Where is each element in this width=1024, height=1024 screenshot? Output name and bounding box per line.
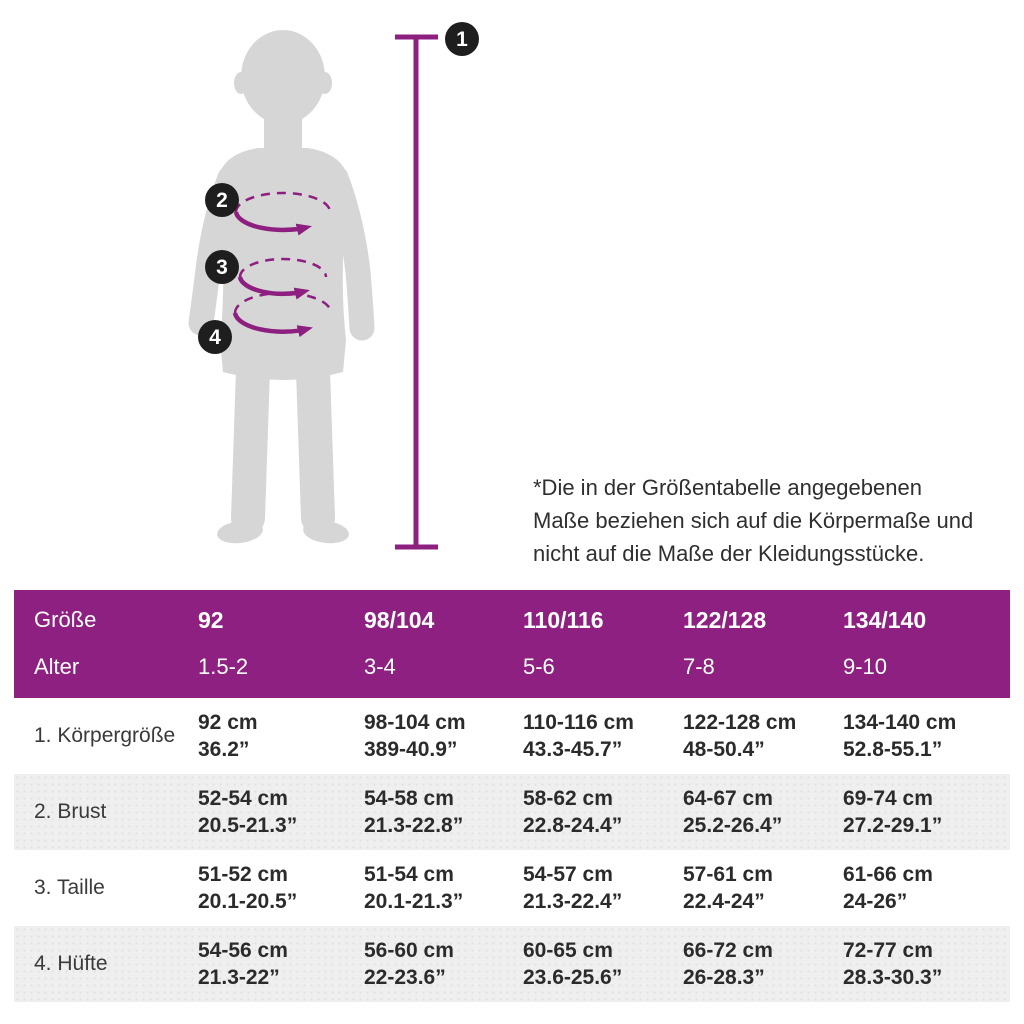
child-silhouette bbox=[188, 30, 375, 544]
cm-value: 61-66 cm bbox=[843, 863, 933, 886]
hip-measure-ellipse bbox=[232, 291, 333, 338]
measure-cell: 134-140 cm 52.8-55.1” bbox=[843, 709, 1010, 763]
age-value: 3-4 bbox=[364, 654, 396, 679]
measure-cell: 52-54 cm 20.5-21.3” bbox=[198, 785, 364, 839]
cm-value: 72-77 cm bbox=[843, 939, 933, 962]
cm-value: 51-54 cm bbox=[364, 863, 454, 886]
measure-cell: 54-58 cm 21.3-22.8” bbox=[364, 785, 523, 839]
marker-4-badge: 4 bbox=[198, 320, 232, 354]
cm-value: 57-61 cm bbox=[683, 863, 773, 886]
age-header-label: Alter bbox=[34, 654, 80, 679]
row-label: 3. Taille bbox=[34, 876, 105, 899]
measure-cell: 54-57 cm 21.3-22.4” bbox=[523, 861, 683, 915]
cm-value: 54-56 cm bbox=[198, 939, 288, 962]
inch-value: 21.3-22.4” bbox=[523, 890, 623, 913]
cm-value: 69-74 cm bbox=[843, 787, 933, 810]
measure-cell: 69-74 cm 27.2-29.1” bbox=[843, 785, 1010, 839]
cm-value: 56-60 cm bbox=[364, 939, 454, 962]
cm-value: 60-65 cm bbox=[523, 939, 613, 962]
cm-value: 54-57 cm bbox=[523, 863, 613, 886]
row-label: 2. Brust bbox=[34, 800, 107, 823]
inch-value: 23.6-25.6” bbox=[523, 966, 623, 989]
inch-value: 20.1-20.5” bbox=[198, 890, 298, 913]
marker-2-badge: 2 bbox=[205, 183, 239, 217]
chest-measure-ellipse bbox=[233, 191, 332, 236]
cm-value: 110-116 cm bbox=[523, 711, 634, 734]
inch-value: 21.3-22” bbox=[198, 966, 280, 989]
inch-value: 22.8-24.4” bbox=[523, 814, 623, 837]
inch-value: 389-40.9” bbox=[364, 738, 458, 761]
disclaimer-note: *Die in der Größentabelle angegebenen Ma… bbox=[533, 471, 1011, 570]
inch-value: 26-28.3” bbox=[683, 966, 765, 989]
measure-cell: 60-65 cm 23.6-25.6” bbox=[523, 937, 683, 991]
measure-cell: 61-66 cm 24-26” bbox=[843, 861, 1010, 915]
cm-value: 64-67 cm bbox=[683, 787, 773, 810]
measure-cell: 54-56 cm 21.3-22” bbox=[198, 937, 364, 991]
cm-value: 54-58 cm bbox=[364, 787, 454, 810]
cm-value: 92 cm bbox=[198, 711, 258, 734]
age-value: 7-8 bbox=[683, 654, 715, 679]
size-value: 122/128 bbox=[683, 606, 767, 633]
table-row-brust: 2. Brust 52-54 cm 20.5-21.3” 54-58 cm 21… bbox=[14, 774, 1010, 850]
marker-3-badge: 3 bbox=[205, 250, 239, 284]
measure-cell: 110-116 cm 43.3-45.7” bbox=[523, 709, 683, 763]
table-row-koerpergroesse: 1. Körpergröße 92 cm 36.2” 98-104 cm 389… bbox=[14, 698, 1010, 774]
inch-value: 24-26” bbox=[843, 890, 908, 913]
child-silhouette-diagram bbox=[188, 30, 438, 550]
cm-value: 66-72 cm bbox=[683, 939, 773, 962]
size-header-row: Größe 92 98/104 110/116 122/128 134/140 bbox=[14, 603, 1010, 637]
size-value: 110/116 bbox=[523, 606, 604, 633]
row-label: 4. Hüfte bbox=[34, 952, 108, 975]
measure-cell: 57-61 cm 22.4-24” bbox=[683, 861, 843, 915]
inch-value: 28.3-30.3” bbox=[843, 966, 943, 989]
measure-cell: 51-52 cm 20.1-20.5” bbox=[198, 861, 364, 915]
measure-cell: 92 cm 36.2” bbox=[198, 709, 364, 763]
cm-value: 51-52 cm bbox=[198, 863, 288, 886]
measure-cell: 56-60 cm 22-23.6” bbox=[364, 937, 523, 991]
size-table-header: Größe 92 98/104 110/116 122/128 134/140 … bbox=[14, 590, 1010, 698]
size-value: 92 bbox=[198, 606, 224, 633]
size-table: Größe 92 98/104 110/116 122/128 134/140 … bbox=[14, 590, 1010, 1002]
cm-value: 52-54 cm bbox=[198, 787, 288, 810]
size-value: 134/140 bbox=[843, 606, 927, 633]
measure-cell: 122-128 cm 48-50.4” bbox=[683, 709, 843, 763]
inch-value: 48-50.4” bbox=[683, 738, 765, 761]
disclaimer-line: Maße beziehen sich auf die Körpermaße un… bbox=[533, 508, 974, 533]
row-label: 1. Körpergröße bbox=[34, 724, 176, 747]
marker-1-badge: 1 bbox=[445, 22, 479, 56]
measure-cell: 72-77 cm 28.3-30.3” bbox=[843, 937, 1010, 991]
inch-value: 27.2-29.1” bbox=[843, 814, 943, 837]
height-measure-line bbox=[395, 34, 438, 550]
measure-cell: 51-54 cm 20.1-21.3” bbox=[364, 861, 523, 915]
inch-value: 22.4-24” bbox=[683, 890, 765, 913]
inch-value: 21.3-22.8” bbox=[364, 814, 464, 837]
inch-value: 22-23.6” bbox=[364, 966, 446, 989]
size-header-label: Größe bbox=[34, 607, 97, 632]
measure-cell: 98-104 cm 389-40.9” bbox=[364, 709, 523, 763]
cm-value: 134-140 cm bbox=[843, 711, 957, 734]
table-row-huefte: 4. Hüfte 54-56 cm 21.3-22” 56-60 cm 22-2… bbox=[14, 926, 1010, 1002]
size-value: 98/104 bbox=[364, 606, 435, 633]
inch-value: 36.2” bbox=[198, 738, 250, 761]
cm-value: 122-128 cm bbox=[683, 711, 797, 734]
inch-value: 20.5-21.3” bbox=[198, 814, 298, 837]
inch-value: 52.8-55.1” bbox=[843, 738, 943, 761]
age-value: 1.5-2 bbox=[198, 654, 249, 679]
age-value: 9-10 bbox=[843, 654, 888, 679]
table-row-taille: 3. Taille 51-52 cm 20.1-20.5” 51-54 cm 2… bbox=[14, 850, 1010, 926]
inch-value: 20.1-21.3” bbox=[364, 890, 464, 913]
measure-cell: 66-72 cm 26-28.3” bbox=[683, 937, 843, 991]
measure-cell: 64-67 cm 25.2-26.4” bbox=[683, 785, 843, 839]
age-header-row: Alter 1.5-2 3-4 5-6 7-8 9-10 bbox=[14, 650, 1010, 684]
disclaimer-line: nicht auf die Maße der Kleidungsstücke. bbox=[533, 541, 925, 566]
measure-cell: 58-62 cm 22.8-24.4” bbox=[523, 785, 683, 839]
disclaimer-line: *Die in der Größentabelle angegebenen bbox=[533, 475, 922, 500]
cm-value: 58-62 cm bbox=[523, 787, 613, 810]
cm-value: 98-104 cm bbox=[364, 711, 466, 734]
age-value: 5-6 bbox=[523, 654, 555, 679]
inch-value: 25.2-26.4” bbox=[683, 814, 783, 837]
inch-value: 43.3-45.7” bbox=[523, 738, 623, 761]
